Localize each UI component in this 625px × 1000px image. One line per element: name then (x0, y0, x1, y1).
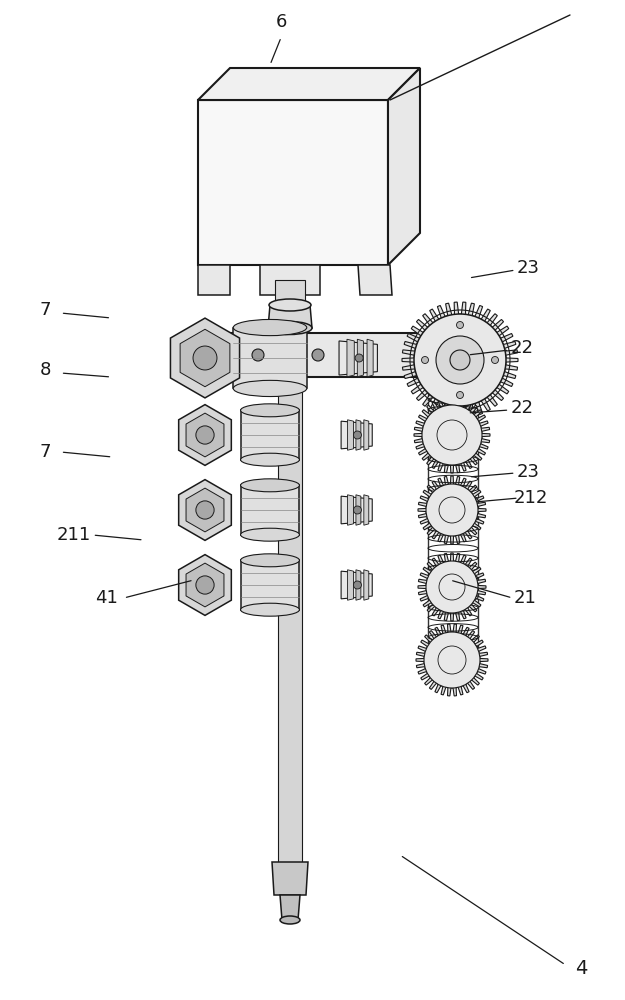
Polygon shape (272, 328, 308, 333)
Ellipse shape (241, 528, 299, 541)
Ellipse shape (268, 322, 312, 334)
Text: 7: 7 (39, 443, 51, 461)
Circle shape (426, 561, 478, 613)
Polygon shape (341, 496, 372, 524)
Polygon shape (416, 624, 488, 696)
Polygon shape (241, 560, 299, 610)
Polygon shape (418, 553, 486, 621)
Polygon shape (198, 68, 420, 100)
Text: 4: 4 (575, 958, 587, 978)
Polygon shape (418, 476, 486, 544)
Ellipse shape (241, 603, 299, 616)
Polygon shape (348, 495, 354, 525)
Text: 7: 7 (39, 301, 51, 319)
Polygon shape (357, 339, 363, 377)
Polygon shape (356, 570, 361, 600)
Polygon shape (347, 339, 354, 377)
Polygon shape (341, 571, 372, 599)
Text: 23: 23 (517, 463, 539, 481)
Ellipse shape (241, 554, 299, 567)
Polygon shape (186, 413, 224, 457)
Circle shape (196, 426, 214, 444)
Polygon shape (275, 280, 305, 310)
Polygon shape (171, 318, 239, 398)
Circle shape (353, 581, 361, 589)
Polygon shape (180, 329, 230, 387)
Circle shape (196, 501, 214, 519)
Text: 22: 22 (511, 339, 533, 357)
Circle shape (422, 405, 482, 465)
Circle shape (450, 350, 470, 370)
Polygon shape (364, 495, 369, 525)
Polygon shape (280, 895, 300, 920)
Ellipse shape (241, 404, 299, 417)
Polygon shape (260, 265, 320, 295)
Text: 22: 22 (511, 399, 533, 417)
Text: 211: 211 (57, 526, 91, 544)
Polygon shape (388, 68, 420, 265)
Text: 6: 6 (276, 13, 287, 31)
Polygon shape (278, 375, 302, 880)
Circle shape (421, 357, 429, 363)
Polygon shape (186, 563, 224, 607)
Circle shape (353, 506, 361, 514)
Polygon shape (358, 265, 392, 295)
Ellipse shape (280, 916, 300, 924)
Circle shape (436, 336, 484, 384)
Circle shape (312, 349, 324, 361)
Polygon shape (179, 405, 231, 465)
Polygon shape (198, 100, 388, 265)
Polygon shape (367, 339, 373, 377)
Circle shape (456, 322, 464, 328)
Polygon shape (241, 485, 299, 535)
Polygon shape (339, 341, 377, 375)
Polygon shape (241, 410, 299, 460)
Text: 8: 8 (39, 361, 51, 379)
Polygon shape (190, 333, 490, 377)
Circle shape (355, 354, 363, 362)
Polygon shape (348, 420, 354, 450)
Ellipse shape (269, 299, 311, 311)
Circle shape (353, 431, 361, 439)
Polygon shape (179, 555, 231, 615)
Polygon shape (414, 397, 490, 473)
Circle shape (426, 484, 478, 536)
Text: 41: 41 (95, 589, 118, 607)
Text: 23: 23 (517, 259, 539, 277)
Polygon shape (198, 265, 230, 295)
Text: 21: 21 (514, 589, 536, 607)
Circle shape (252, 349, 264, 361)
Polygon shape (233, 328, 307, 388)
Circle shape (456, 391, 464, 398)
Polygon shape (356, 495, 361, 525)
Circle shape (414, 314, 506, 406)
Text: 212: 212 (514, 489, 549, 507)
Polygon shape (186, 488, 224, 532)
Polygon shape (364, 420, 369, 450)
Polygon shape (348, 570, 354, 600)
Polygon shape (268, 305, 312, 328)
Polygon shape (179, 480, 231, 540)
Circle shape (193, 346, 217, 370)
Polygon shape (402, 302, 518, 418)
Polygon shape (341, 421, 372, 449)
Ellipse shape (233, 319, 307, 336)
Polygon shape (356, 420, 361, 450)
Ellipse shape (241, 453, 299, 466)
Circle shape (424, 632, 480, 688)
Circle shape (491, 357, 499, 363)
Polygon shape (272, 862, 308, 895)
Ellipse shape (241, 479, 299, 492)
Circle shape (196, 576, 214, 594)
Polygon shape (364, 570, 369, 600)
Ellipse shape (233, 380, 307, 397)
